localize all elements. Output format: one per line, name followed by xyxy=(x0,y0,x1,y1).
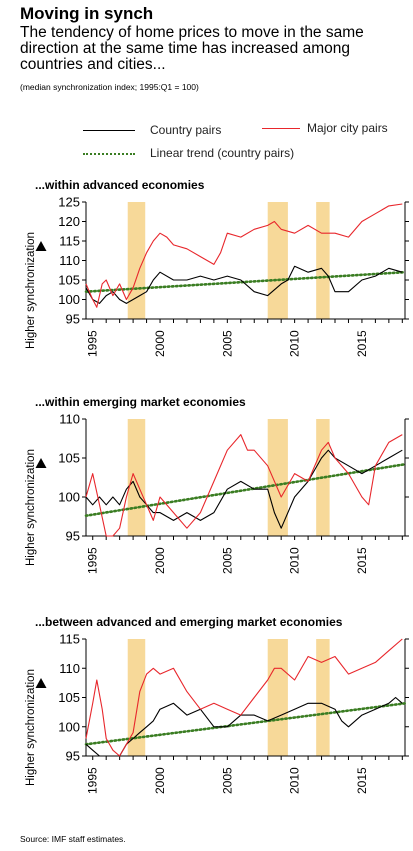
x-tick-label: 2015 xyxy=(355,767,369,794)
legend-city-label: Major city pairs xyxy=(307,121,388,135)
y-tick-label: 95 xyxy=(66,312,80,327)
y-tick-label: 115 xyxy=(59,632,80,647)
y-tick-label: 125 xyxy=(58,195,80,210)
x-tick-label: 2015 xyxy=(355,330,369,357)
x-tick-label: 1995 xyxy=(86,547,100,574)
x-tick-label: 2000 xyxy=(153,547,167,574)
x-tick-label: 1995 xyxy=(86,767,100,794)
legend-country-swatch xyxy=(83,130,135,131)
x-tick-label: 2010 xyxy=(288,330,302,357)
y-tick-label: 95 xyxy=(66,529,80,544)
x-tick-label: 2010 xyxy=(288,547,302,574)
trend-line xyxy=(84,702,407,746)
y-axis-label: Higher synchronization xyxy=(25,232,37,349)
panel-title: ...between advanced and emerging market … xyxy=(35,615,343,629)
up-arrow-icon xyxy=(35,241,47,251)
shaded-period-1 xyxy=(267,202,288,319)
trend-line xyxy=(84,270,407,293)
y-tick-label: 95 xyxy=(66,749,80,764)
shaded-period-2 xyxy=(316,639,330,756)
y-axis-label: Higher synchronization xyxy=(25,669,37,786)
y-tick-label: 100 xyxy=(58,719,80,734)
up-arrow-icon xyxy=(35,458,47,468)
series-country-pairs xyxy=(85,265,403,304)
series-major-city-pairs xyxy=(85,203,403,308)
shaded-period-1 xyxy=(267,639,288,756)
chart-subtitle: The tendency of home prices to move in t… xyxy=(20,24,364,73)
y-axis-label: Higher synchronization xyxy=(25,449,37,566)
y-tick-label: 110 xyxy=(59,661,80,676)
y-tick-label: 120 xyxy=(58,214,80,229)
legend: Country pairs Major city pairs Linear tr… xyxy=(0,118,413,163)
x-tick-label: 2005 xyxy=(220,330,234,357)
source-note: Source: IMF staff estimates. xyxy=(20,834,126,844)
trend-line xyxy=(84,462,407,518)
x-tick-label: 2005 xyxy=(220,767,234,794)
legend-trend-swatch xyxy=(83,153,135,155)
x-tick-label: 2010 xyxy=(288,767,302,794)
y-tick-label: 100 xyxy=(58,490,80,505)
chart-emerging: 95 100 105 110 1995 2000 2005 2010 2015 Higher sy… xyxy=(25,412,409,574)
y-tick-label: 115 xyxy=(59,234,80,249)
series-major-city-pairs xyxy=(85,434,403,537)
legend-country-label: Country pairs xyxy=(150,123,222,137)
y-tick-label: 105 xyxy=(58,273,80,288)
y-tick-label: 110 xyxy=(59,412,80,427)
y-tick-label: 100 xyxy=(58,292,80,307)
panel-between: ...between advanced and emerging market … xyxy=(0,615,413,820)
shaded-period-0 xyxy=(127,419,146,536)
panel-title: ...within advanced economies xyxy=(35,178,205,192)
y-tick-label: 105 xyxy=(58,690,80,705)
panel-title: ...within emerging market economies xyxy=(35,395,246,409)
chart-note: (median synchronization index; 1995:Q1 =… xyxy=(20,82,199,92)
y-tick-label: 110 xyxy=(59,253,80,268)
y-tick-label: 105 xyxy=(58,451,80,466)
legend-trend-label: Linear trend (country pairs) xyxy=(150,146,295,160)
x-tick-label: 2005 xyxy=(220,547,234,574)
chart-between: 95 100 105 110 115 1995 2000 2005 2010 2015 Higher… xyxy=(25,632,409,794)
chart-advanced: 95 100 105 110 115 120 125 1995 2000 2005 2010 2015… xyxy=(25,195,409,357)
series-major-city-pairs xyxy=(85,638,403,757)
x-tick-label: 2000 xyxy=(153,767,167,794)
shaded-period-0 xyxy=(127,639,146,756)
shaded-period-2 xyxy=(316,202,330,319)
up-arrow-icon xyxy=(35,678,47,688)
x-tick-label: 2015 xyxy=(355,547,369,574)
x-tick-label: 2000 xyxy=(153,330,167,357)
chart-title: Moving in synch xyxy=(20,4,154,23)
legend-city-swatch xyxy=(262,128,300,129)
x-tick-label: 1995 xyxy=(86,330,100,357)
panel-advanced: ...within advanced economies 95 100 105 110… xyxy=(0,178,413,383)
panel-emerging: ...within emerging market economies 95 10… xyxy=(0,395,413,600)
